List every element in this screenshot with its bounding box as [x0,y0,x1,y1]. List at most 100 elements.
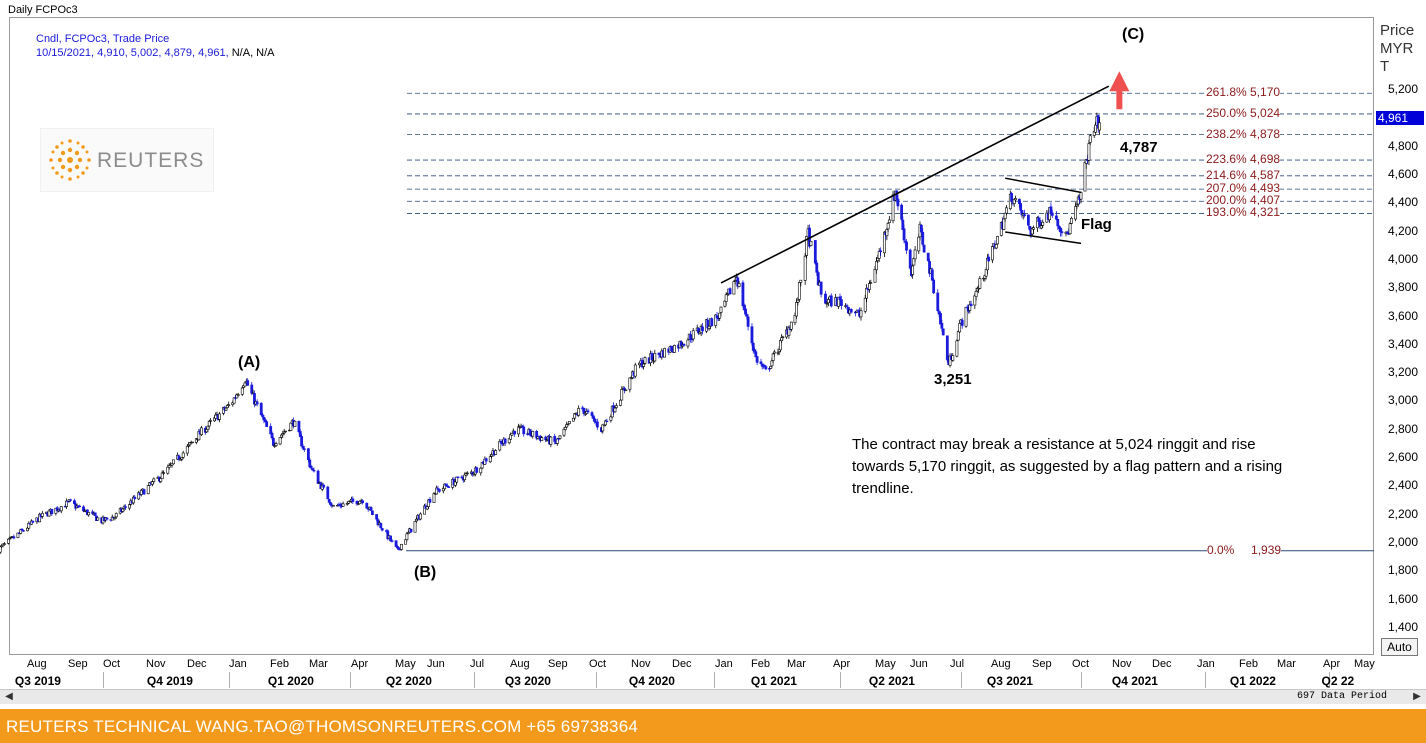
candle-body [21,530,25,532]
candle-body [414,518,418,522]
candle [2,542,6,546]
candle-body [259,402,263,416]
candle-body [488,456,492,463]
candle-body [47,510,51,517]
candle [642,360,646,370]
candle [886,221,890,233]
candle-body [746,316,750,327]
candle [595,418,599,430]
candle [719,306,723,317]
candle-body [1039,225,1043,229]
candle-body [883,231,886,254]
candle [869,279,873,284]
candle-body [1017,198,1021,205]
scroll-left-icon[interactable]: ◀ [5,691,13,702]
candle [614,402,618,409]
candle-body [1003,212,1007,219]
candle-body [510,432,514,436]
candle-body [297,420,301,433]
candle-body [1019,203,1023,211]
candle-body [1087,143,1091,161]
candle [409,528,413,534]
candle [732,280,736,295]
x-quarter-label: Q1 2020 [267,674,314,688]
candle [896,194,900,211]
x-month-label: Dec [1152,658,1172,670]
candle [400,543,403,551]
candle [181,450,185,459]
candle-body [365,502,369,509]
candle-body [795,302,798,317]
chart-scrollbar[interactable]: ◀ 697 Data Period ▶ [0,689,1426,704]
candle [781,335,785,341]
candle [437,488,441,493]
candle-body [926,252,930,261]
candle [484,457,488,464]
x-month-label: Mar [309,658,328,670]
candle-body [159,478,163,482]
candle-body [151,481,154,485]
candle-body [819,281,823,295]
candle-body [945,335,949,361]
y-tick-label: 3,200 [1387,365,1418,380]
y-axis-title-line: Price [1380,22,1415,39]
y-tick-label: 4,400 [1387,195,1418,210]
reuters-logo: REUTERS [40,128,214,192]
quarter-separator [840,672,841,688]
reuters-logo-text: REUTERS [97,149,205,172]
fib-label: 223.6% 4,698 [1206,152,1281,167]
quarter-separator [596,672,597,688]
candle [465,471,469,476]
candle-body [879,250,883,253]
candle [522,424,526,437]
candle-body [8,537,12,540]
candle [567,421,571,425]
candle-body [771,353,775,361]
candle-body [206,425,210,430]
candle [900,203,904,222]
candle [905,238,908,254]
chart-title: Daily FCPOc3 [8,4,78,16]
candle-body [974,290,978,297]
candle-body [549,436,553,445]
candle-body [278,437,282,445]
candle [936,289,940,313]
quarter-separator [961,672,962,688]
candle-body [825,303,829,305]
candle-body [261,414,264,417]
analyst-comment: The contract may break a resistance at 5… [852,436,1283,497]
wave-a-label: (A) [238,354,261,371]
plot-frame[interactable] [9,17,1374,655]
x-month-label: Jan [1197,658,1215,670]
scroll-right-icon[interactable]: ▶ [1413,691,1421,702]
candle [628,377,632,393]
candle-body [185,446,189,454]
low-3251-label: 3,251 [934,371,972,388]
candle [152,477,156,484]
candle [960,317,964,329]
candle-body [776,352,780,354]
candle-body [940,322,944,329]
x-axis[interactable]: Aug Sep Oct Nov Dec Jan Feb Mar Apr May Jun Jul Aug S… [9,655,1375,689]
candle-body [859,310,863,318]
candle-body [1010,193,1014,202]
candle [751,341,755,354]
candle [255,399,259,407]
candle-body [886,223,890,230]
candle-body [605,420,609,423]
candle-body [787,327,791,336]
auto-scale-button[interactable]: Auto [1381,638,1418,656]
candle-body [271,437,275,446]
candle-body [224,407,228,411]
candle [948,353,952,368]
candle [771,352,775,364]
candle-body [181,452,185,458]
candle [919,224,923,234]
candle-body [428,499,432,503]
candle [404,539,407,545]
candle [31,520,35,524]
x-month-label: Jun [910,658,928,670]
candle-body [779,340,782,351]
candle-body [162,472,166,474]
